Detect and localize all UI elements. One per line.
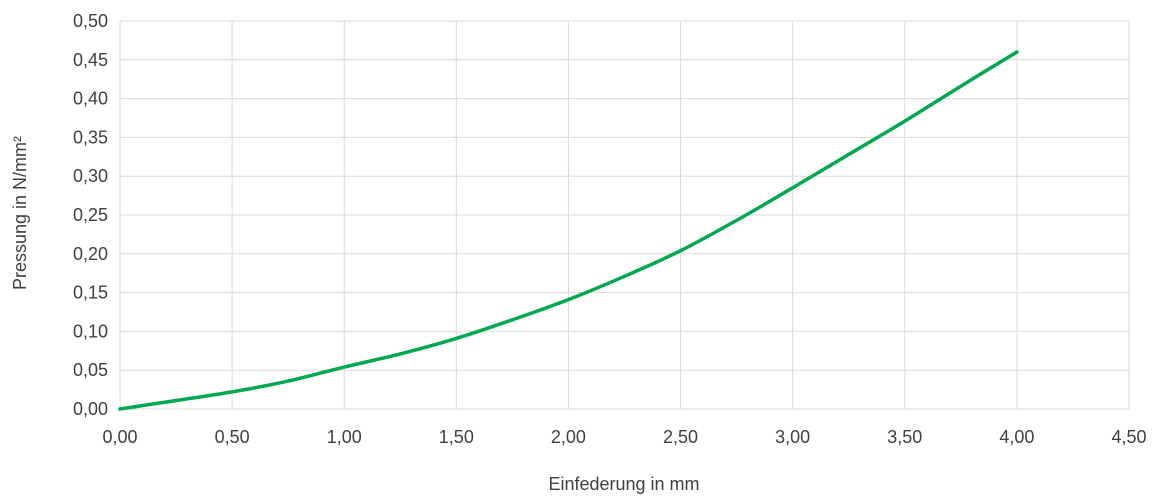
y-tick-label: 0,10 (73, 321, 108, 341)
y-tick-label: 0,30 (73, 166, 108, 186)
y-tick-label: 0,25 (73, 205, 108, 225)
y-tick-label: 0,00 (73, 399, 108, 419)
y-tick-label: 0,35 (73, 127, 108, 147)
x-tick-label: 4,50 (1111, 427, 1146, 447)
y-tick-label: 0,40 (73, 89, 108, 109)
x-axis-title: Einfederung in mm (548, 474, 699, 494)
series-group (118, 50, 1019, 411)
x-tick-label: 0,50 (215, 427, 250, 447)
x-tick-label: 2,00 (551, 427, 586, 447)
x-tick-label: 2,50 (663, 427, 698, 447)
series-line (118, 50, 1019, 411)
x-tick-label: 1,50 (439, 427, 474, 447)
x-tick-label: 4,00 (999, 427, 1034, 447)
y-tick-label: 0,20 (73, 244, 108, 264)
x-tick-label: 1,00 (327, 427, 362, 447)
grid (119, 20, 1130, 410)
x-axis-ticks: 0,00 0,50 1,00 1,50 2,00 2,50 3,00 3,50 4,00 4,50 (102, 427, 1146, 447)
x-tick-label: 3,50 (887, 427, 922, 447)
y-tick-label: 0,45 (73, 50, 108, 70)
y-tick-label: 0,50 (73, 11, 108, 31)
y-tick-label: 0,15 (73, 283, 108, 303)
y-tick-label: 0,05 (73, 360, 108, 380)
y-axis-ticks: 0,00 0,05 0,10 0,15 0,20 0,25 0,30 0,35 0,40 0,45… (73, 11, 108, 419)
x-tick-label: 3,00 (775, 427, 810, 447)
x-tick-label: 0,00 (102, 427, 137, 447)
y-axis-title: Pressung in N/mm² (10, 136, 30, 290)
